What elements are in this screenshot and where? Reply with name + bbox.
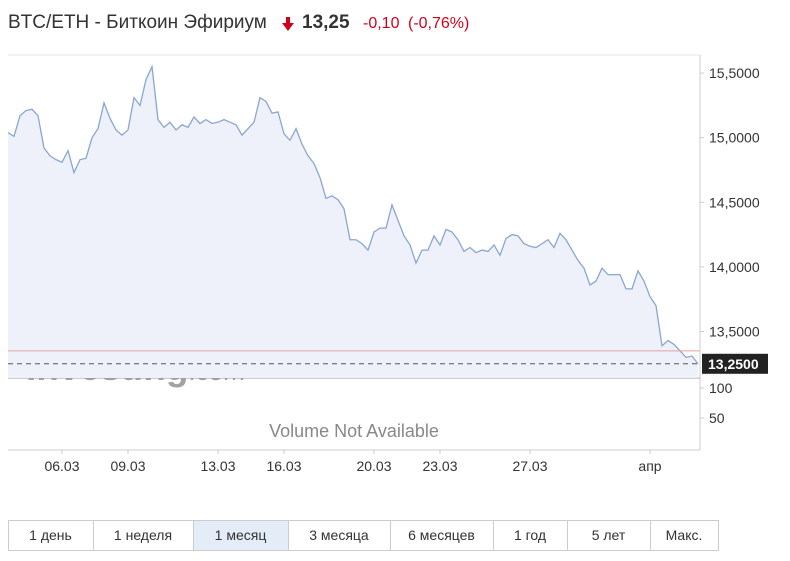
period-button-bg: [390, 520, 494, 551]
period-button[interactable]: 5 лет: [567, 520, 651, 551]
period-button-label: Макс.: [666, 527, 703, 543]
period-button-label: 1 месяц: [215, 527, 267, 543]
change-pct: (-0,76%): [408, 15, 469, 32]
y-tick-label: 14,0000: [709, 259, 760, 275]
period-button[interactable]: 1 день: [8, 520, 94, 551]
x-tick-label: 13.03: [200, 458, 235, 474]
last-price-box: [702, 353, 768, 374]
down-arrow: [282, 17, 294, 31]
period-button-bg: [93, 520, 194, 551]
period-button-bg: [567, 520, 651, 551]
period-button[interactable]: 3 месяца: [288, 520, 391, 551]
x-tick-label: 06.03: [44, 458, 79, 474]
period-button[interactable]: 1 неделя: [93, 520, 194, 551]
period-button-label: 1 день: [29, 527, 72, 543]
change: -0,10: [363, 15, 400, 32]
last-price-label: 13,2500: [708, 356, 759, 372]
y-tick-label: 15,5000: [709, 65, 760, 81]
area: [8, 66, 698, 379]
period-button-bg: [8, 520, 94, 551]
x-tick-label: 20.03: [356, 458, 391, 474]
period-button[interactable]: 1 год: [493, 520, 568, 551]
period-button[interactable]: 1 месяц: [193, 520, 289, 551]
period-button-label: 3 месяца: [309, 527, 369, 543]
x-tick-label: 16.03: [266, 458, 301, 474]
y-tick-label: 15,0000: [709, 130, 760, 146]
volume-tick-label: 50: [709, 410, 725, 426]
period-button-bg: [650, 520, 719, 551]
volume-note: Volume Not Available: [269, 421, 439, 441]
period-button-bg: [193, 520, 289, 551]
period-button-label: 1 год: [514, 527, 546, 543]
price-line: [7, 64, 699, 365]
price: 13,25: [302, 12, 350, 33]
period-button-label: 1 неделя: [114, 527, 172, 543]
y-tick-label: 14,5000: [709, 194, 760, 210]
x-tick-label: 09.03: [110, 458, 145, 474]
volume-tick-label: 100: [709, 380, 733, 396]
period-button[interactable]: 6 месяцев: [390, 520, 494, 551]
instrument-title: BTC/ETH - Биткоин Эфириум: [8, 12, 267, 33]
period-button-label: 6 месяцев: [408, 527, 475, 543]
x-tick-label: апр: [638, 458, 661, 474]
x-tick-label: 27.03: [512, 458, 547, 474]
period-button-label: 5 лет: [592, 527, 626, 543]
period-button-bg: [493, 520, 568, 551]
period-button[interactable]: Макс.: [650, 520, 719, 551]
x-tick-label: 23.03: [422, 458, 457, 474]
y-tick-label: 13,5000: [709, 323, 760, 339]
